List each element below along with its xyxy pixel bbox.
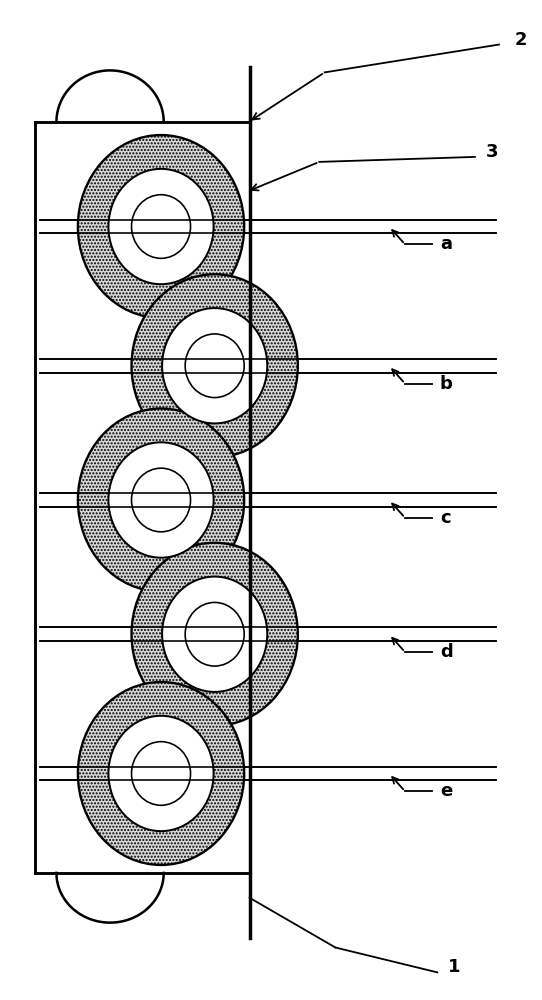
Ellipse shape xyxy=(78,682,244,865)
Text: c: c xyxy=(440,509,450,527)
Text: b: b xyxy=(440,375,453,393)
Text: d: d xyxy=(440,643,453,661)
Ellipse shape xyxy=(108,442,214,558)
Text: 2: 2 xyxy=(515,31,527,49)
Text: a: a xyxy=(440,235,452,253)
Ellipse shape xyxy=(132,543,298,726)
Ellipse shape xyxy=(132,468,191,532)
Text: e: e xyxy=(440,782,452,800)
Text: 1: 1 xyxy=(448,958,461,976)
Text: 3: 3 xyxy=(486,143,498,161)
Ellipse shape xyxy=(78,409,244,591)
Ellipse shape xyxy=(132,195,191,258)
Ellipse shape xyxy=(132,742,191,805)
Ellipse shape xyxy=(162,308,267,423)
Ellipse shape xyxy=(132,274,298,457)
Ellipse shape xyxy=(185,602,244,666)
Ellipse shape xyxy=(185,334,244,398)
Ellipse shape xyxy=(162,577,267,692)
Ellipse shape xyxy=(108,716,214,831)
Ellipse shape xyxy=(78,135,244,318)
Ellipse shape xyxy=(108,169,214,284)
